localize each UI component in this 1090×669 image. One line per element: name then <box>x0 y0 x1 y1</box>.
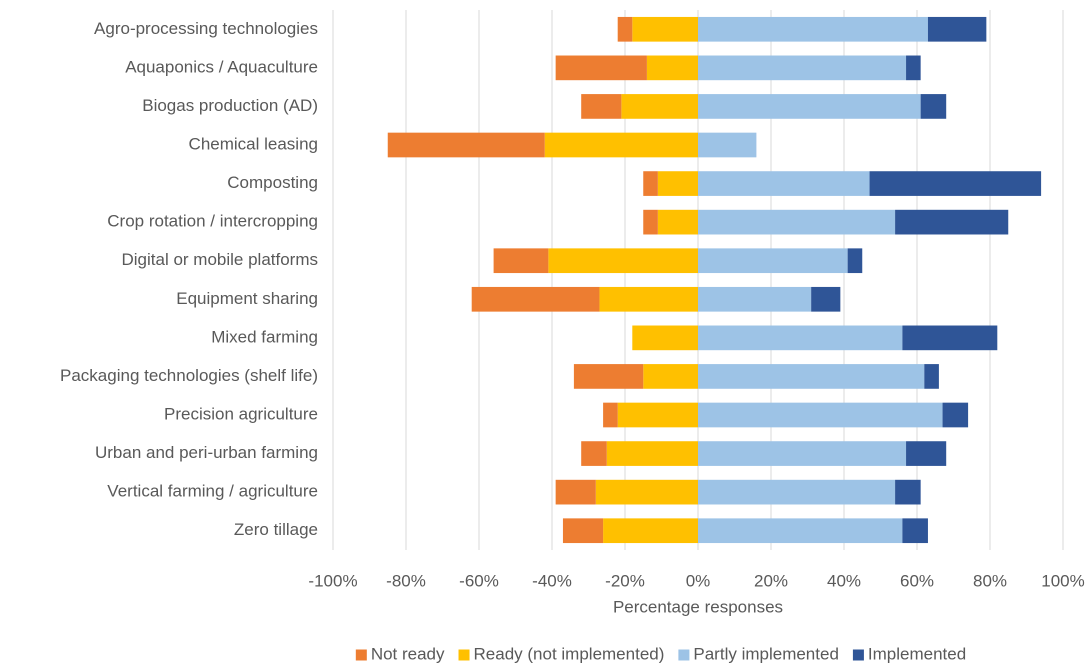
bar-segment <box>544 132 698 158</box>
x-tick-label: -80% <box>386 571 426 590</box>
x-tick-label: 60% <box>900 571 934 590</box>
bar-segment <box>617 16 633 42</box>
y-tick-label: Agro-processing technologies <box>94 19 318 38</box>
bar-segment <box>646 55 698 81</box>
bar-segment <box>698 402 943 428</box>
legend-swatch <box>678 649 690 661</box>
bar-segment <box>906 441 947 466</box>
bar-segment <box>698 479 896 505</box>
bar-segment <box>657 209 698 235</box>
bar-segment <box>698 55 907 81</box>
bar-segment <box>603 518 698 544</box>
bar-segment <box>895 479 921 505</box>
bar-segment <box>698 325 903 351</box>
bar-segment <box>562 518 604 544</box>
bar-segment <box>906 55 921 81</box>
bar-segment <box>869 171 1042 196</box>
bar-segment <box>643 364 698 389</box>
bar-segment <box>698 171 870 196</box>
y-tick-label: Chemical leasing <box>189 134 318 153</box>
x-tick-label: 0% <box>686 571 711 590</box>
y-tick-label: Vertical farming / agriculture <box>107 482 318 501</box>
bar-segment <box>555 479 596 505</box>
bar-segment <box>698 16 928 42</box>
x-tick-label: 80% <box>973 571 1007 590</box>
bar-segment <box>698 94 921 119</box>
bar-segment <box>698 248 848 274</box>
bar-segment <box>471 286 600 312</box>
x-tick-label: -40% <box>532 571 572 590</box>
bar-segment <box>606 441 698 466</box>
bar-segment <box>698 132 757 158</box>
y-tick-label: Zero tillage <box>234 520 318 539</box>
bar-segment <box>643 171 658 196</box>
bar-segment <box>698 364 925 389</box>
bar-segment <box>847 248 863 274</box>
bar-segment <box>698 209 896 235</box>
bar-segment <box>698 518 903 544</box>
legend-label: Implemented <box>868 644 966 663</box>
y-tick-label: Composting <box>227 173 318 192</box>
bar-segment <box>902 518 928 544</box>
x-tick-label: -100% <box>308 571 357 590</box>
y-tick-label: Mixed farming <box>211 327 318 346</box>
y-tick-label: Biogas production (AD) <box>142 96 318 115</box>
bar-segment <box>617 402 698 428</box>
x-tick-label: 100% <box>1041 571 1084 590</box>
bar-segment <box>581 441 607 466</box>
y-tick-label: Precision agriculture <box>164 404 318 423</box>
bar-segment <box>902 325 998 351</box>
legend-swatch <box>458 649 470 661</box>
bar-segment <box>599 286 698 312</box>
bar-segment <box>927 16 987 42</box>
x-tick-label: 20% <box>754 571 788 590</box>
bar-segment <box>924 364 939 389</box>
y-tick-label: Crop rotation / intercropping <box>107 212 318 231</box>
x-tick-label: -20% <box>605 571 645 590</box>
bar-segment <box>632 325 698 351</box>
y-tick-label: Packaging technologies (shelf life) <box>60 366 318 385</box>
y-tick-label: Urban and peri-urban farming <box>95 443 318 462</box>
bar-segment <box>632 16 698 42</box>
bar-segment <box>603 402 618 428</box>
legend-label: Partly implemented <box>693 644 839 663</box>
bar-segment <box>573 364 644 389</box>
bar-segment <box>920 94 947 119</box>
bar-segment <box>895 209 1009 235</box>
legend-swatch <box>355 649 367 661</box>
y-tick-label: Digital or mobile platforms <box>121 250 318 269</box>
legend-label: Ready (not implemented) <box>474 644 665 663</box>
bar-segment <box>698 441 907 466</box>
bar-segment <box>595 479 698 505</box>
x-axis-title: Percentage responses <box>613 597 783 616</box>
bar-segment <box>942 402 969 428</box>
y-tick-label: Aquaponics / Aquaculture <box>125 57 318 76</box>
bar-segment <box>621 94 698 119</box>
bar-segment <box>643 209 658 235</box>
x-tick-label: 40% <box>827 571 861 590</box>
bar-segment <box>657 171 698 196</box>
bar-segment <box>548 248 698 274</box>
bar-segment <box>493 248 549 274</box>
bar-segment <box>698 286 812 312</box>
bar-segment <box>387 132 545 158</box>
legend-swatch <box>852 649 864 661</box>
bar-segment <box>581 94 622 119</box>
y-tick-label: Equipment sharing <box>176 289 318 308</box>
bar-segment <box>811 286 841 312</box>
bar-segment <box>555 55 647 81</box>
legend-label: Not ready <box>371 644 445 663</box>
x-tick-label: -60% <box>459 571 499 590</box>
